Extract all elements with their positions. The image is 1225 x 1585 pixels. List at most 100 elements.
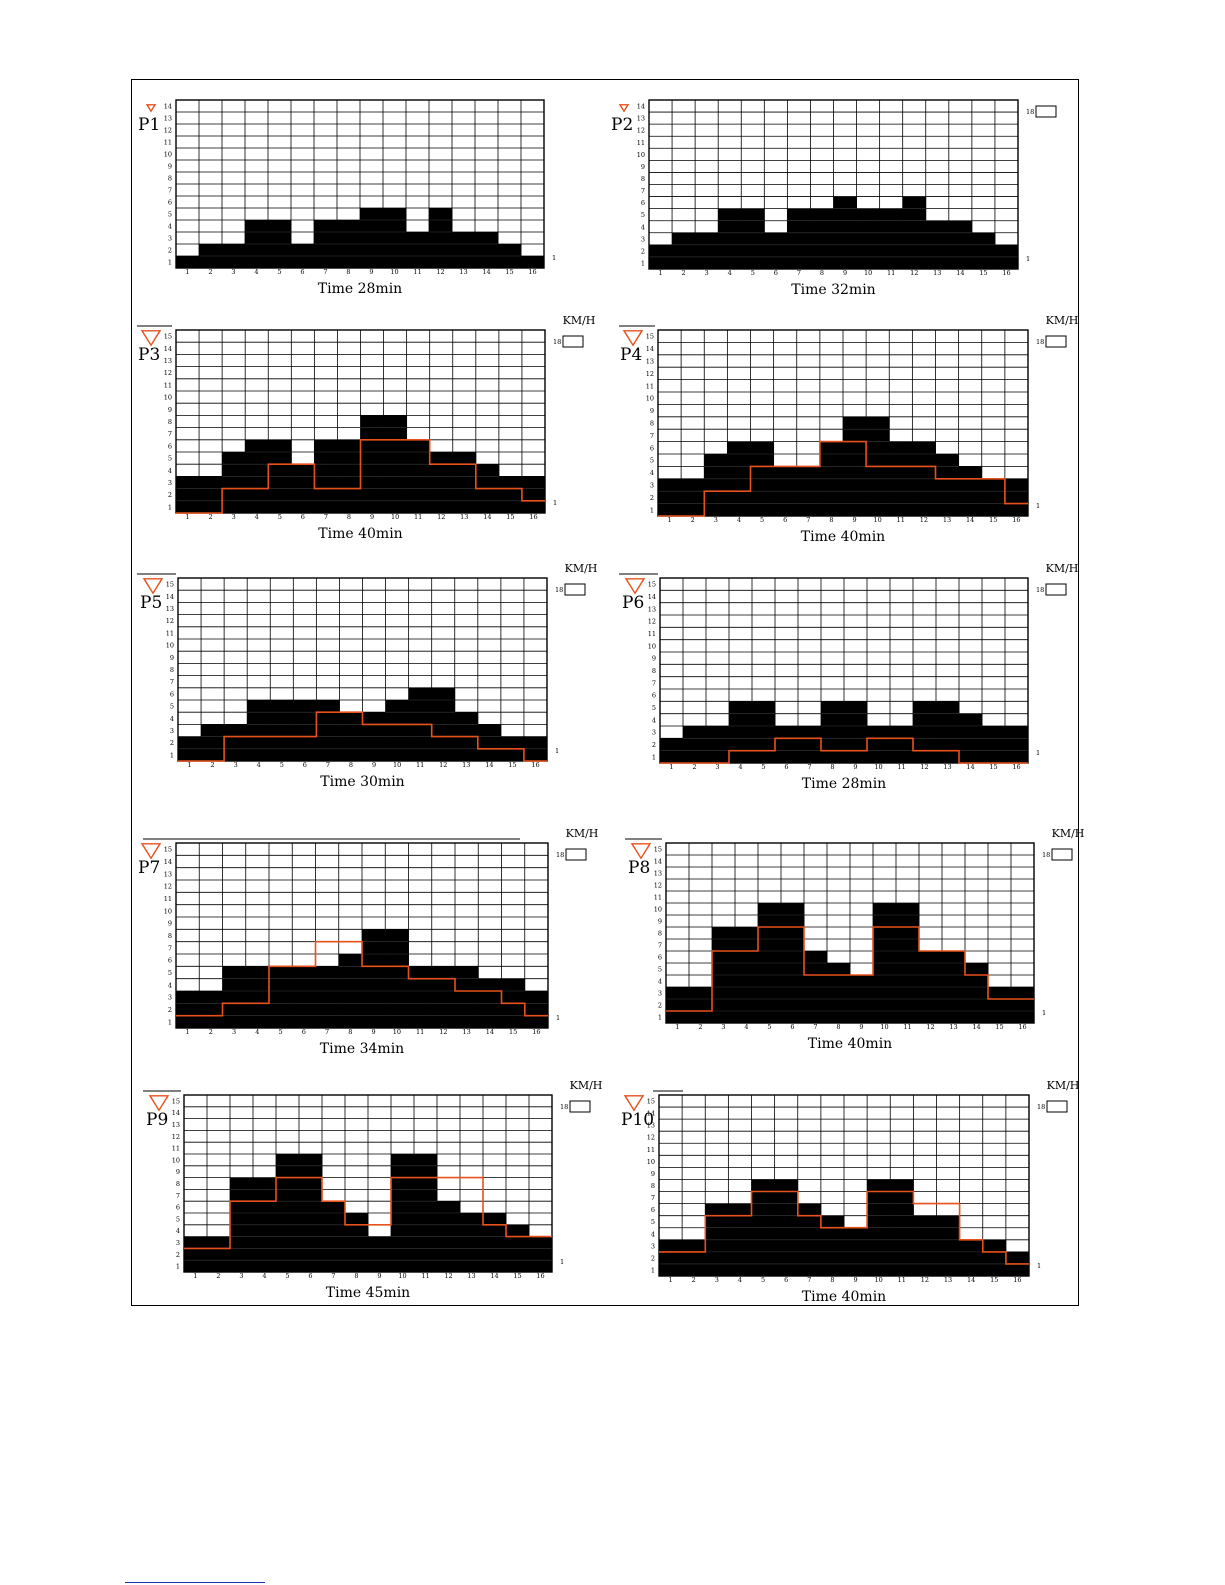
y-tick-label: 6 bbox=[652, 692, 656, 700]
y-tick-label: 4 bbox=[168, 981, 172, 989]
bar-segment bbox=[521, 476, 546, 513]
x-tick-label: 2 bbox=[208, 268, 212, 276]
y-tick-label: 14 bbox=[637, 103, 645, 111]
y-tick-label: 12 bbox=[646, 370, 654, 378]
x-tick-label: 13 bbox=[943, 763, 951, 771]
y-tick-label: 10 bbox=[164, 394, 172, 402]
y-tick-label: 7 bbox=[168, 187, 172, 195]
x-tick-label: 3 bbox=[715, 1276, 719, 1284]
x-tick-label: 8 bbox=[349, 761, 353, 769]
time-caption: Time 40min bbox=[808, 1036, 892, 1052]
bar-segment bbox=[935, 454, 960, 516]
y-tick-label: 9 bbox=[641, 163, 645, 171]
program-label: P7 bbox=[138, 858, 160, 878]
bar-segment bbox=[452, 232, 476, 268]
bar-segment bbox=[689, 987, 713, 1023]
x-tick-label: 5 bbox=[279, 1028, 283, 1036]
x-tick-label: 1 bbox=[185, 268, 189, 276]
y-tick-label: 2 bbox=[168, 1006, 172, 1014]
y-tick-label: 12 bbox=[648, 618, 656, 626]
bar-segment bbox=[798, 726, 822, 763]
bar-segment bbox=[269, 966, 293, 1028]
x-tick-label: 10 bbox=[393, 1028, 401, 1036]
y-tick-label: 3 bbox=[168, 479, 172, 487]
y-tick-label: 13 bbox=[647, 1122, 655, 1130]
y-tick-label: 15 bbox=[647, 1098, 655, 1106]
program-label: P10 bbox=[621, 1110, 654, 1130]
y-tick-label: 12 bbox=[164, 127, 172, 135]
bar-segment bbox=[368, 1236, 392, 1272]
y-tick-label: 5 bbox=[168, 969, 172, 977]
plot-border bbox=[657, 329, 1029, 517]
x-tick-label: 16 bbox=[536, 1272, 544, 1280]
y-tick-label: 10 bbox=[166, 642, 174, 650]
y-tick-label: 3 bbox=[650, 482, 654, 490]
y-tick-label: 9 bbox=[650, 407, 654, 415]
y-tick-label: 7 bbox=[170, 678, 174, 686]
y-tick-label: 15 bbox=[164, 333, 172, 341]
y-tick-label: 13 bbox=[646, 358, 654, 366]
x-tick-label: 1 bbox=[667, 516, 671, 524]
x-tick-label: 8 bbox=[830, 763, 834, 771]
y-tick-label: 14 bbox=[164, 858, 172, 866]
plot-border bbox=[175, 99, 545, 269]
y-tick-label: 2 bbox=[176, 1251, 180, 1259]
speed-display-box bbox=[562, 335, 584, 348]
x-tick-label: 5 bbox=[277, 268, 281, 276]
x-tick-label: 14 bbox=[967, 1276, 975, 1284]
y-tick-label: 2 bbox=[650, 494, 654, 502]
time-caption: Time 28min bbox=[802, 776, 886, 792]
x-tick-label: 16 bbox=[1002, 269, 1010, 277]
y-tick-label: 11 bbox=[637, 139, 645, 147]
y-tick-label: 13 bbox=[637, 115, 645, 123]
y-tick-label: 9 bbox=[176, 1168, 180, 1176]
x-tick-label: 2 bbox=[209, 513, 213, 521]
y-tick-label: 3 bbox=[168, 235, 172, 243]
bar-segment bbox=[672, 232, 696, 269]
x-tick-label: 16 bbox=[528, 268, 536, 276]
x-tick-label: 7 bbox=[807, 1276, 811, 1284]
x-tick-label: 2 bbox=[211, 761, 215, 769]
bar-segment bbox=[658, 478, 682, 516]
y-tick-label: 9 bbox=[652, 655, 656, 663]
x-tick-label: 1 bbox=[187, 761, 191, 769]
x-tick-label: 4 bbox=[257, 761, 261, 769]
program-marker-icon bbox=[142, 578, 164, 595]
program-marker-icon bbox=[618, 104, 630, 113]
y-tick-label: 15 bbox=[164, 846, 172, 854]
y-tick-label: 10 bbox=[648, 642, 656, 650]
bar-segment bbox=[959, 1239, 984, 1276]
bar-segment bbox=[483, 1213, 507, 1272]
x-tick-label: 7 bbox=[331, 1272, 335, 1280]
x-tick-label: 14 bbox=[483, 513, 491, 521]
y-tick-label: 13 bbox=[648, 605, 656, 613]
footer-rule bbox=[125, 1582, 265, 1583]
y-tick-label: 11 bbox=[166, 629, 174, 637]
y-tick-label: 2 bbox=[658, 1002, 662, 1010]
bar-segment bbox=[666, 987, 690, 1023]
y-tick-label: 2 bbox=[168, 247, 172, 255]
bar-segment bbox=[913, 1215, 937, 1276]
y-tick-label: 1 bbox=[168, 503, 172, 511]
x-tick-label: 13 bbox=[933, 269, 941, 277]
program-marker-icon bbox=[140, 330, 162, 347]
y-tick-label: 11 bbox=[646, 382, 654, 390]
y-tick-label: 12 bbox=[164, 369, 172, 377]
program-marker-icon bbox=[622, 330, 644, 347]
y-tick-label: 2 bbox=[641, 247, 645, 255]
x-tick-label: 3 bbox=[234, 761, 238, 769]
x-tick-label: 5 bbox=[760, 516, 764, 524]
speed-display-box bbox=[565, 848, 587, 861]
bar-segment bbox=[752, 701, 776, 763]
speed-max-label: 18 bbox=[1026, 108, 1034, 116]
y-tick-label: 10 bbox=[172, 1156, 180, 1164]
bar-segment bbox=[827, 963, 851, 1023]
y-tick-label: 3 bbox=[168, 994, 172, 1002]
y-tick-label: 3 bbox=[658, 990, 662, 998]
y-tick-label: 6 bbox=[170, 690, 174, 698]
y-tick-label: 13 bbox=[164, 115, 172, 123]
bar-segment bbox=[775, 726, 799, 763]
